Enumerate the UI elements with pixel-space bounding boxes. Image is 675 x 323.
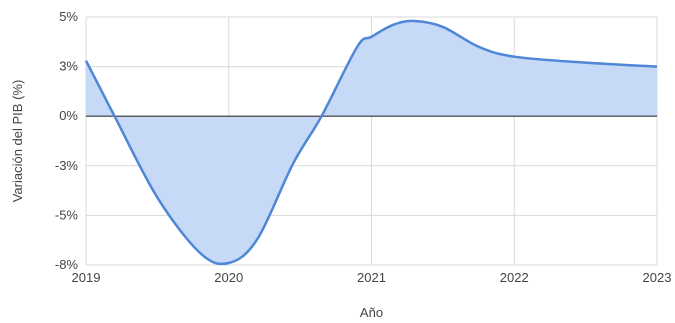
x-tick-label: 2022 [500,270,529,285]
y-tick-label: -5% [55,207,79,222]
y-tick-label: -8% [55,257,79,272]
x-axis-tick-labels: 2019 2020 2021 2022 2023 [72,270,672,285]
y-axis-tick-labels: 5% 3% 0% -3% -5% -8% [55,9,79,272]
y-tick-label: 0% [59,108,78,123]
y-tick-label: -3% [55,158,79,173]
area-fill [86,20,657,264]
y-axis-title: Variación del PIB (%) [10,80,25,203]
series-line [84,19,658,266]
x-axis-title: Año [360,305,383,320]
x-tick-label: 2023 [643,270,672,285]
x-tick-label: 2020 [214,270,243,285]
y-tick-label: 5% [59,9,78,24]
y-tick-label: 3% [59,59,78,74]
x-tick-label: 2021 [357,270,386,285]
x-tick-label: 2019 [72,270,101,285]
